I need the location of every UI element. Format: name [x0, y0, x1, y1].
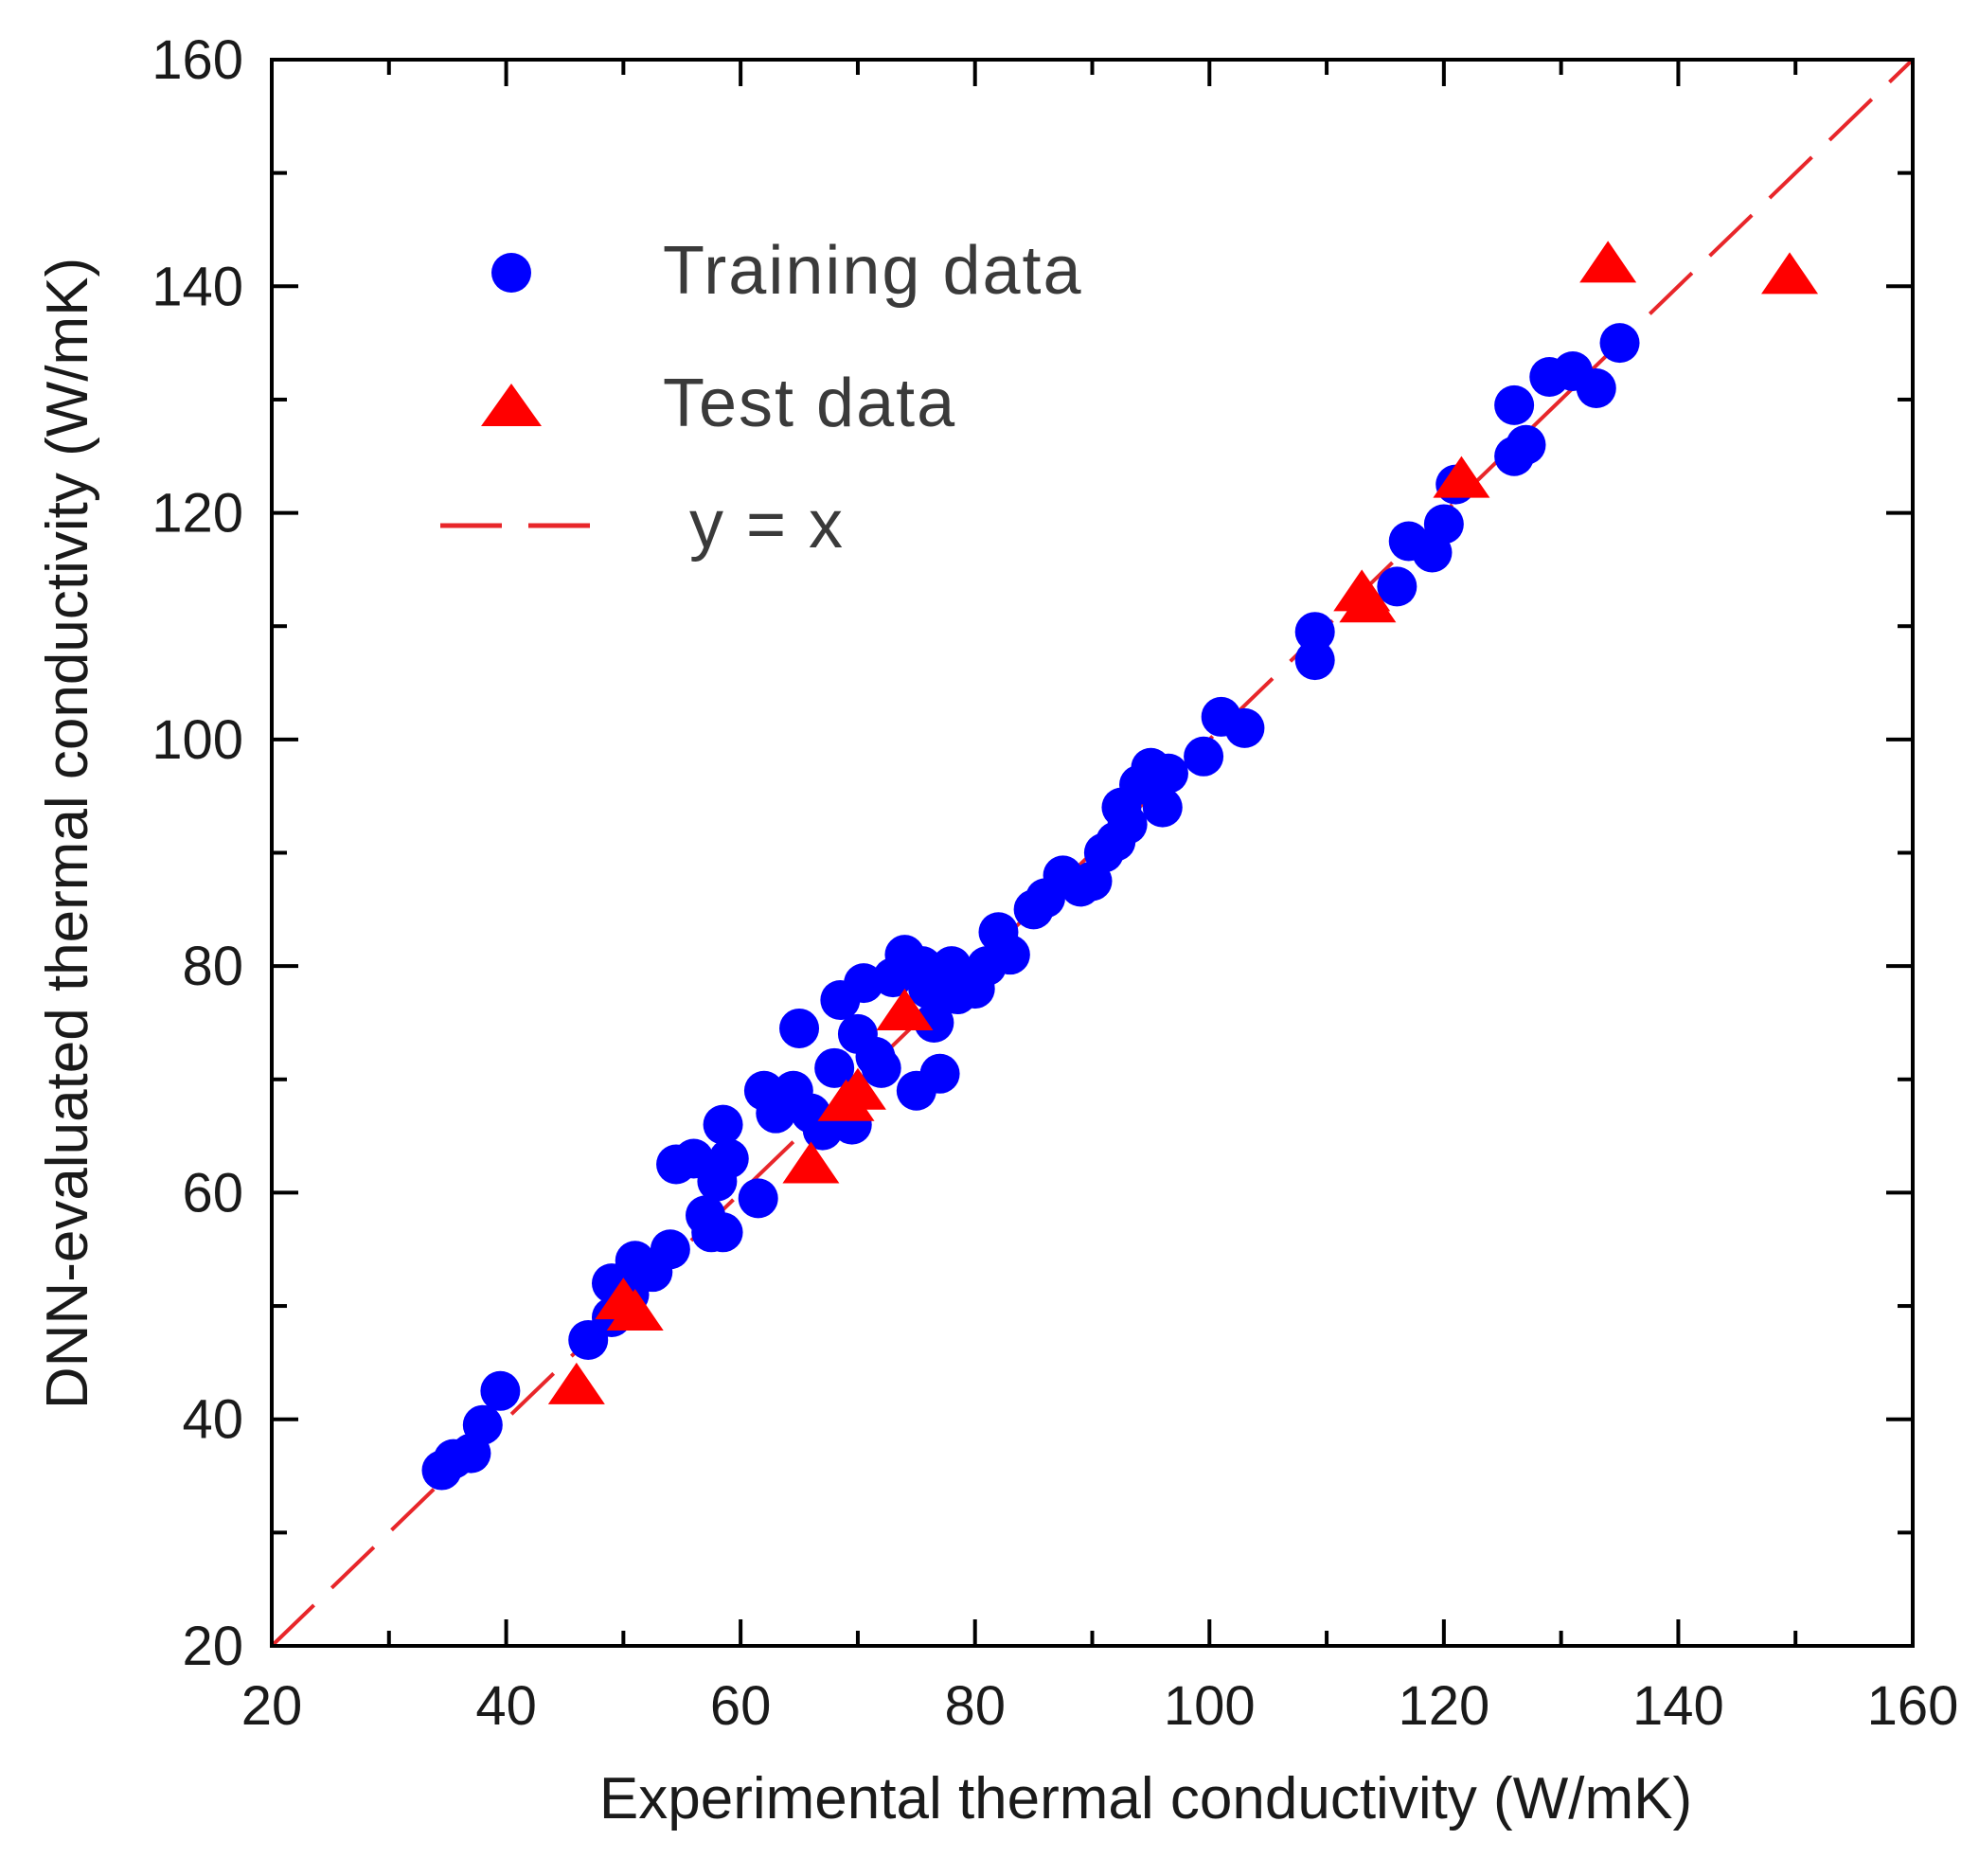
- test-point-0: [547, 1362, 605, 1404]
- legend-label-training: Training data: [663, 233, 1083, 309]
- training-point-56: [1107, 804, 1148, 845]
- training-point-64: [1294, 612, 1335, 652]
- training-point-69: [1423, 504, 1464, 545]
- training-point-17: [703, 1212, 743, 1253]
- x-tick-label: 20: [241, 1675, 303, 1737]
- test-point-11: [1761, 252, 1819, 295]
- training-point-3: [462, 1404, 503, 1445]
- legend: Training data Test data y = x: [440, 233, 1083, 563]
- training-series: [421, 323, 1640, 1491]
- training-point-20: [738, 1178, 778, 1219]
- x-tick-label: 120: [1398, 1675, 1489, 1737]
- training-point-25: [779, 1008, 820, 1048]
- training-point-66: [1377, 566, 1417, 607]
- training-point-11: [650, 1229, 690, 1270]
- training-point-61: [1184, 736, 1224, 777]
- x-tick-label: 140: [1632, 1675, 1724, 1737]
- y-tick-label: 140: [152, 256, 243, 317]
- y-tick-label: 120: [152, 483, 243, 545]
- y-tick-label: 100: [152, 709, 243, 771]
- training-point-72: [1494, 384, 1535, 425]
- training-point-19: [708, 1138, 749, 1179]
- test-point-10: [1579, 241, 1637, 283]
- x-tick-label: 60: [710, 1675, 772, 1737]
- x-tick-label: 100: [1164, 1675, 1256, 1737]
- training-point-60: [1148, 753, 1188, 794]
- tick-labels: 20 40 60 80 100 120 140 160 20 40 60 80 100 120 140 160: [152, 29, 1958, 1737]
- test-point-2: [606, 1289, 664, 1331]
- training-point-63: [1224, 707, 1265, 748]
- training-point-18: [703, 1104, 743, 1145]
- training-point-77: [1599, 323, 1640, 364]
- training-point-47: [990, 935, 1030, 975]
- test-series: [547, 241, 1819, 1404]
- training-point-59: [1142, 787, 1183, 828]
- y-tick-label: 20: [182, 1616, 243, 1677]
- legend-marker-training: [491, 253, 531, 293]
- x-axis-title: Experimental thermal conductivity (W/mK): [599, 1766, 1692, 1831]
- y-tick-label: 160: [152, 29, 243, 91]
- training-point-4: [480, 1370, 521, 1411]
- training-point-41: [919, 1053, 960, 1094]
- training-point-28: [814, 1047, 855, 1088]
- y-tick-label: 60: [182, 1162, 243, 1224]
- training-point-73: [1506, 424, 1546, 465]
- training-point-34: [861, 1047, 901, 1088]
- x-tick-label: 40: [475, 1675, 537, 1737]
- training-point-40: [914, 1002, 954, 1043]
- test-point-6: [876, 989, 934, 1030]
- legend-label-test: Test data: [663, 366, 956, 441]
- test-point-8: [1339, 581, 1397, 623]
- training-point-65: [1294, 640, 1335, 681]
- x-tick-label: 80: [944, 1675, 1006, 1737]
- legend-label-reference: y = x: [689, 487, 845, 563]
- y-axis-title: DNN-evaluated thermal conductivity (W/mK…: [35, 258, 100, 1409]
- axes: [270, 58, 1915, 1648]
- test-point-5: [829, 1067, 886, 1110]
- x-tick-label: 160: [1867, 1675, 1959, 1737]
- legend-marker-test: [481, 384, 542, 426]
- y-tick-label: 40: [182, 1389, 243, 1451]
- training-point-76: [1576, 367, 1616, 408]
- test-point-3: [782, 1141, 840, 1184]
- y-tick-label: 80: [182, 936, 243, 997]
- test-point-9: [1433, 456, 1490, 498]
